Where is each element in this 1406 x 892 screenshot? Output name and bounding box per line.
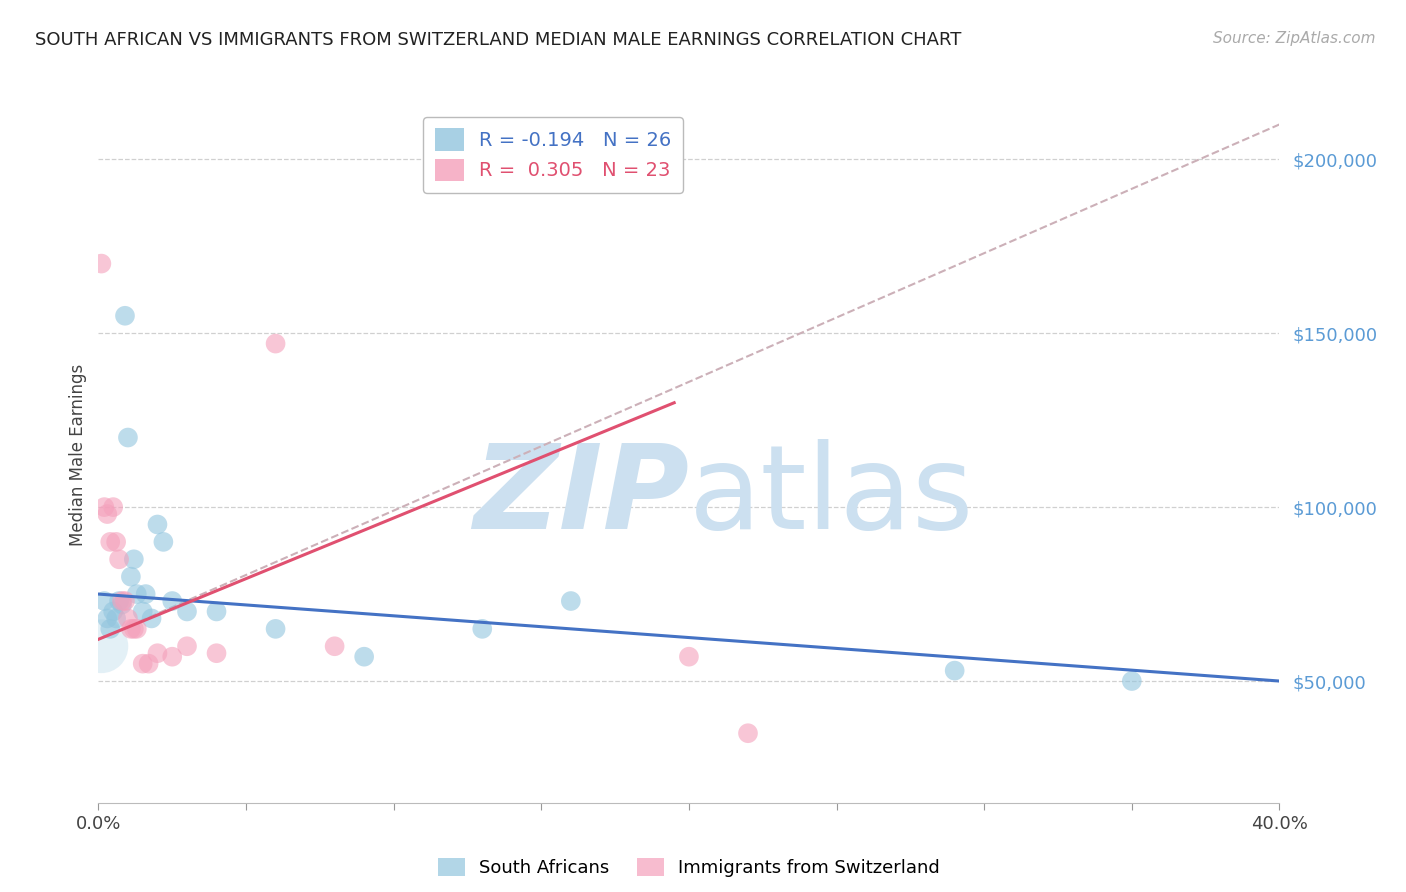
Point (264, 336, 287, 351)
Point (93, 500, 115, 514)
Point (105, 534, 128, 549)
Text: ZIP: ZIP (472, 439, 689, 554)
Point (146, 517, 169, 532)
Point (1121, 674, 1143, 689)
Point (205, 605, 228, 619)
Point (471, 622, 494, 636)
Point (117, 611, 139, 625)
Point (678, 649, 700, 664)
Text: Source: ZipAtlas.com: Source: ZipAtlas.com (1212, 31, 1375, 46)
Point (96, 611, 118, 625)
Point (111, 598, 134, 612)
Point (90, 256, 112, 270)
Point (943, 664, 966, 678)
Point (120, 622, 142, 636)
Point (120, 570, 142, 584)
Y-axis label: Median Male Earnings: Median Male Earnings (69, 364, 87, 546)
Point (138, 657, 160, 671)
Point (737, 726, 759, 740)
Point (323, 639, 346, 653)
Point (135, 587, 157, 601)
Point (111, 594, 134, 608)
Point (162, 594, 183, 608)
Point (205, 646, 228, 660)
Point (152, 534, 174, 549)
Point (146, 646, 169, 660)
Point (141, 611, 163, 625)
Point (162, 649, 183, 664)
Point (103, 500, 125, 514)
Legend: South Africans, Immigrants from Switzerland: South Africans, Immigrants from Switzerl… (430, 850, 948, 884)
Text: atlas: atlas (689, 439, 974, 554)
Point (132, 605, 155, 619)
Point (96, 507, 118, 521)
Point (108, 594, 131, 608)
Point (98, 622, 121, 636)
Point (114, 309, 136, 323)
Point (122, 552, 145, 566)
Point (264, 622, 287, 636)
Point (122, 622, 145, 636)
Point (560, 594, 582, 608)
Point (125, 622, 148, 636)
Point (114, 594, 136, 608)
Point (103, 605, 125, 619)
Point (108, 552, 131, 566)
Text: SOUTH AFRICAN VS IMMIGRANTS FROM SWITZERLAND MEDIAN MALE EARNINGS CORRELATION CH: SOUTH AFRICAN VS IMMIGRANTS FROM SWITZER… (35, 31, 962, 49)
Point (98, 534, 121, 549)
Point (176, 605, 198, 619)
Point (125, 587, 148, 601)
Point (93, 594, 115, 608)
Point (132, 657, 155, 671)
Point (90, 639, 112, 653)
Point (105, 611, 128, 625)
Point (176, 639, 198, 653)
Point (353, 649, 375, 664)
Point (117, 431, 139, 445)
